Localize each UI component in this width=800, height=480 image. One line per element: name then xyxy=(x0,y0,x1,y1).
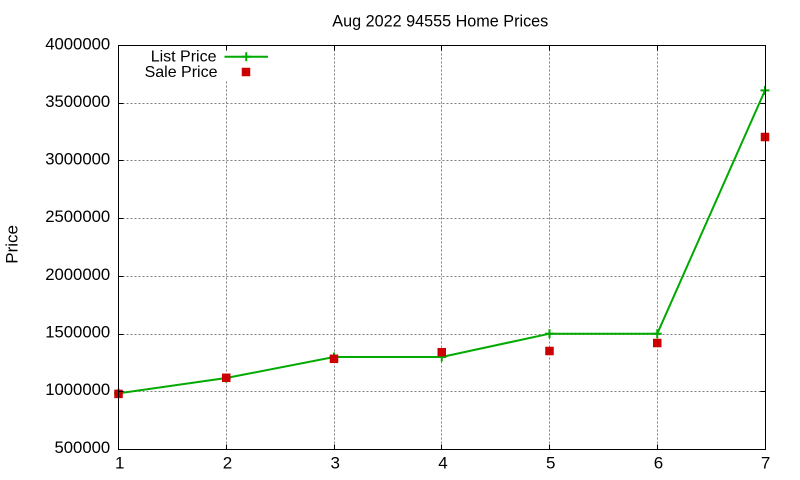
svg-text:500000: 500000 xyxy=(55,438,111,457)
svg-text:5: 5 xyxy=(546,453,555,472)
svg-text:4000000: 4000000 xyxy=(45,34,110,53)
svg-text:6: 6 xyxy=(654,453,663,472)
svg-text:1500000: 1500000 xyxy=(45,323,110,342)
svg-text:1000000: 1000000 xyxy=(45,380,110,399)
svg-text:7: 7 xyxy=(761,453,770,472)
svg-text:2000000: 2000000 xyxy=(45,265,110,284)
svg-text:2: 2 xyxy=(223,453,232,472)
svg-text:3: 3 xyxy=(331,453,340,472)
svg-text:Price: Price xyxy=(2,225,21,264)
svg-text:Sale Price: Sale Price xyxy=(145,64,218,81)
svg-text:List Price: List Price xyxy=(151,49,217,66)
svg-text:3500000: 3500000 xyxy=(45,92,110,111)
svg-text:Aug 2022 94555 Home Prices: Aug 2022 94555 Home Prices xyxy=(332,12,548,30)
svg-text:3000000: 3000000 xyxy=(45,150,110,169)
svg-text:2500000: 2500000 xyxy=(45,207,110,226)
svg-text:1: 1 xyxy=(115,453,124,472)
svg-text:4: 4 xyxy=(438,453,447,472)
